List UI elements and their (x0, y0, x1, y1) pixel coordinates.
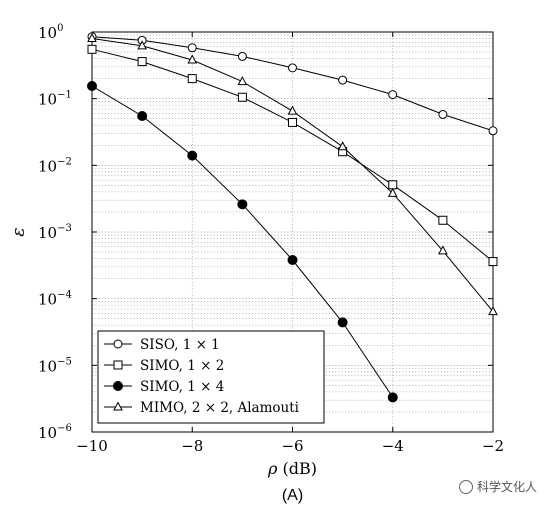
legend-box (97, 330, 325, 424)
data-point (388, 90, 398, 100)
series-line (91, 38, 494, 312)
data-point (387, 187, 398, 197)
data-point (137, 57, 147, 67)
series-2 (87, 80, 398, 403)
data-point (187, 150, 198, 161)
data-point (388, 180, 398, 190)
legend-label: MIMO, 2 × 2, Alamouti (140, 400, 300, 416)
series-1 (87, 44, 498, 267)
x-axis-label: ρ (dB) (267, 459, 317, 478)
series-3 (87, 32, 498, 316)
data-point (288, 63, 297, 73)
data-point (137, 110, 148, 121)
data-point (337, 141, 348, 151)
data-point (438, 109, 448, 119)
data-point (137, 40, 147, 50)
data-point (87, 44, 97, 54)
data-point (488, 257, 498, 267)
data-point (337, 317, 348, 328)
y-tick-label: 100 (38, 23, 63, 42)
data-point (237, 76, 248, 86)
legend-entry: SISO, 1 × 1 (104, 337, 220, 353)
y-tick-label: 10−2 (38, 156, 72, 175)
data-point (237, 92, 247, 102)
watermark-text: 科学文化人 (476, 480, 537, 494)
x-tick-label: −6 (281, 437, 303, 455)
y-tick-label: 10−3 (38, 223, 72, 242)
data-point (287, 105, 298, 115)
data-point (187, 74, 197, 84)
data-point (438, 215, 448, 225)
data-point (488, 126, 498, 136)
y-tick-label: 10−4 (38, 290, 72, 309)
legend-entry: SIMO, 1 × 2 (104, 358, 224, 374)
x-tick-label: −10 (76, 437, 108, 455)
watermark: 科学文化人 (458, 478, 537, 495)
axis-ticks: −10 −8 −6 −4 −2 100 10−1 10−2 10−3 10−4 10−5 10−6 (38, 23, 504, 455)
x-tick-label: −4 (382, 437, 404, 455)
data-point (237, 199, 248, 210)
data-point (187, 43, 197, 53)
x-axis-label-unit: (dB) (277, 459, 317, 478)
wechat-icon (458, 479, 473, 494)
y-tick-label: 10−6 (38, 423, 72, 442)
legend-label: SISO, 1 × 1 (140, 337, 220, 353)
data-point (237, 51, 247, 61)
data-point (287, 255, 298, 266)
data-point (87, 80, 97, 91)
legend-label: SIMO, 1 × 2 (140, 358, 224, 374)
data-point (187, 54, 198, 64)
series-layer (87, 32, 498, 403)
x-axis-label-rho: ρ (267, 459, 278, 478)
data-point (288, 117, 297, 127)
data-point (387, 392, 398, 403)
x-tick-label: −2 (482, 437, 504, 455)
legend: SISO, 1 × 1 SIMO, 1 × 2 SIMO, 1 × 4 MIMO, 2… (97, 330, 325, 424)
legend-entry: MIMO, 2 × 2, Alamouti (104, 400, 300, 416)
data-point (438, 245, 448, 255)
data-point (87, 32, 97, 42)
x-tick-label: −8 (181, 437, 203, 455)
y-axis-label: ε (9, 227, 29, 236)
legend-entry: SIMO, 1 × 4 (104, 379, 224, 395)
data-point (338, 75, 348, 85)
legend-marker (113, 339, 123, 349)
data-point (488, 306, 498, 316)
legend-marker (113, 360, 123, 370)
figure-caption: (A) (282, 487, 303, 504)
legend-label: SIMO, 1 × 4 (140, 379, 224, 395)
legend-marker (113, 381, 123, 391)
y-tick-label: 10−5 (38, 356, 72, 375)
y-tick-label: 10−1 (38, 90, 72, 109)
legend-marker (113, 401, 123, 411)
